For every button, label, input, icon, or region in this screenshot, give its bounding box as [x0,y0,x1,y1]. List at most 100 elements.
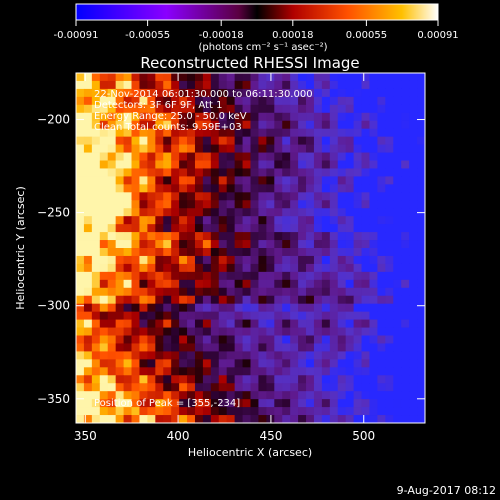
heatmap-cell [139,88,148,98]
heatmap-cell [377,160,386,169]
heatmap-cell [187,104,196,114]
heatmap-cell [361,168,370,177]
heatmap-cell [353,168,362,177]
heatmap-cell [266,248,275,257]
heatmap-cell [147,232,156,241]
heatmap-cell [218,184,228,193]
heatmap-cell [282,184,291,193]
heatmap-cell [115,327,124,336]
heatmap-cell [91,263,101,273]
heatmap-cell [83,88,93,98]
heatmap-cell [361,383,370,392]
heatmap-cell [393,311,402,320]
heatmap-cell [139,112,148,122]
heatmap-cell [202,327,212,336]
heatmap-cell [234,383,243,392]
heatmap-cell [266,359,275,368]
heatmap-cell [234,375,243,384]
heatmap-cell [76,255,85,265]
heatmap-cell [266,216,275,225]
heatmap-cell [187,208,196,217]
heatmap-cell [393,415,402,423]
x-tick-label: 350 [74,429,97,443]
heatmap-cell [242,255,251,265]
heatmap-cell [393,343,402,352]
heatmap-cell [361,343,370,352]
heatmap-cell [99,120,109,130]
heatmap-cell [306,128,315,138]
heatmap-cell [345,359,355,368]
heatmap-cell [258,96,267,106]
heatmap-cell [290,335,299,344]
heatmap-cell [242,263,251,273]
heatmap-cell [306,367,315,376]
heatmap-cell [321,208,331,217]
heatmap-cell [139,136,148,145]
heatmap-cell [393,104,402,114]
heatmap-cell [76,303,85,313]
heatmap-cell [345,184,355,193]
heatmap-cell [393,80,402,90]
heatmap-cell [345,319,355,328]
heatmap-cell [290,248,299,257]
heatmap-cell [242,152,251,161]
heatmap-cell [194,232,204,241]
heatmap-cell [107,224,117,233]
heatmap-cell [187,279,196,289]
heatmap-cell [123,351,132,360]
heatmap-cell [377,311,386,320]
heatmap-cell [76,248,85,257]
heatmap-cell [377,255,386,265]
heatmap-cell [361,303,370,313]
heatmap-cell [139,327,148,336]
heatmap-cell [210,295,220,305]
heatmap-cell [171,88,180,98]
heatmap-cell [107,399,117,408]
heatmap-cell [298,367,307,376]
heatmap-cell [401,383,410,392]
heatmap-cell [147,208,156,217]
heatmap-cell [361,152,370,161]
heatmap-cell [306,144,315,153]
heatmap-cell [282,383,291,392]
heatmap-cell [321,128,331,138]
heatmap-cell [258,287,267,297]
heatmap-cell [115,152,124,161]
heatmap-cell [361,287,370,297]
heatmap-cell [321,327,331,336]
heatmap-cell [210,415,220,423]
heatmap-cell [258,144,267,153]
heatmap-cell [123,168,132,177]
heatmap-cell [83,240,93,249]
heatmap-cell [313,271,323,281]
heatmap-cell [155,255,164,265]
heatmap-cell [345,415,355,423]
y-tick-label: −300 [37,299,70,313]
heatmap-cell [76,168,85,177]
heatmap-cell [107,216,117,225]
heatmap-cell [409,232,418,241]
heatmap-cell [234,271,243,281]
annotation-time: 22-Nov-2014 06:01:30.000 to 06:11:30.000 [94,89,313,100]
heatmap-cell [76,279,85,289]
heatmap-cell [91,367,101,376]
heatmap-cell [194,287,204,297]
heatmap-cell [337,73,347,82]
heatmap-cell [218,224,228,233]
heatmap-cell [258,391,267,400]
heatmap-cell [345,224,355,233]
heatmap-cell [377,391,386,400]
heatmap-cell [202,311,212,320]
heatmap-cell [313,88,323,98]
heatmap-cell [76,383,85,392]
heatmap-cell [353,287,362,297]
heatmap-cell [385,192,394,201]
heatmap-cell [329,255,339,265]
heatmap-cell [313,319,323,328]
heatmap-cell [321,176,331,185]
heatmap-cell [202,263,212,273]
heatmap-cell [337,311,347,320]
colorbar-ticks: -0.00091 -0.00055 -0.00018 0.00018 0.00055 0.… [54,20,459,41]
heatmap-cell [139,160,148,169]
heatmap-cell [321,375,331,384]
